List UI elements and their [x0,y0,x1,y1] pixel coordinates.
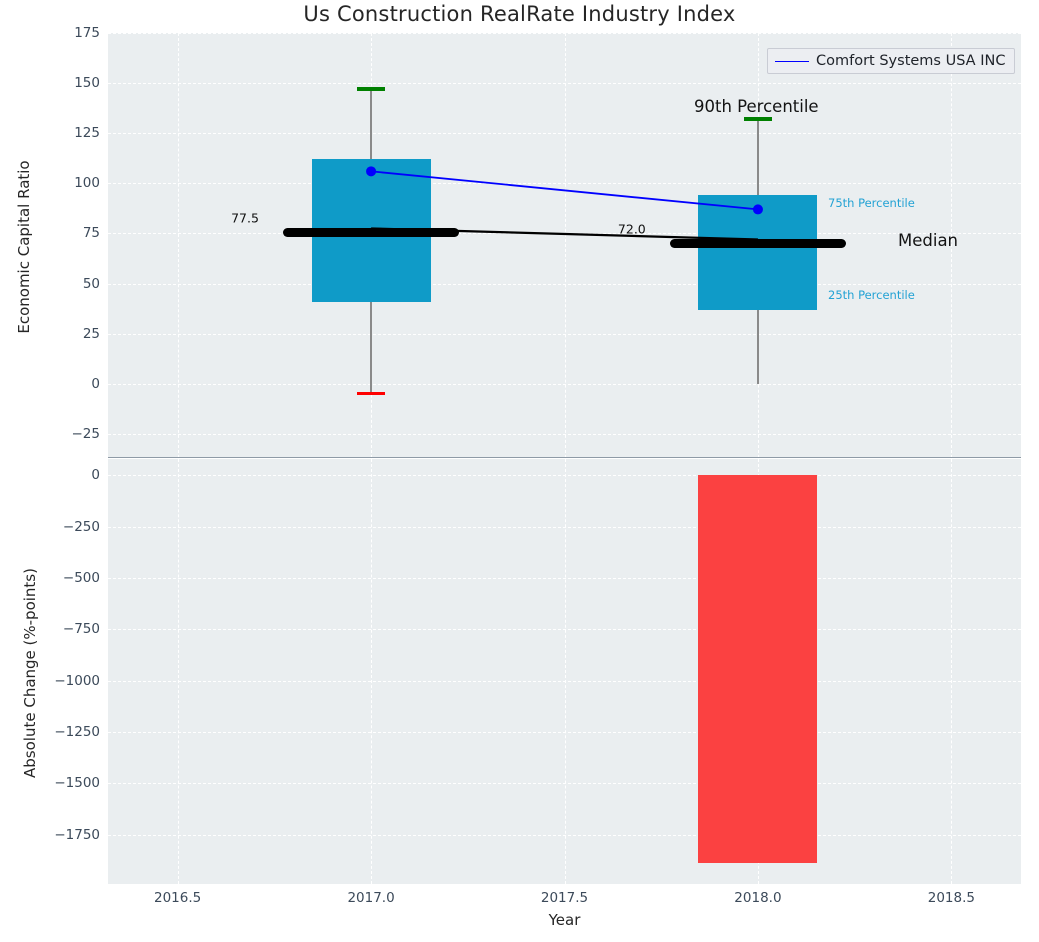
chart-annotation: Median [898,231,959,250]
series-marker [366,166,377,177]
upper-plot-panel [108,33,1021,458]
lower-plot-panel [108,459,1021,884]
upper-y-axis-label: Economic Capital Ratio [15,160,33,334]
y-axis-tick-label: −1750 [54,826,100,843]
gridline-vertical [564,33,566,458]
legend-label-0: Comfort Systems USA INC [816,52,1006,69]
median-line [283,228,460,238]
absolute-change-bar [698,475,818,863]
chart-title: Us Construction RealRate Industry Index [303,2,736,26]
x-axis-tick-label: 2018.0 [734,890,782,906]
y-axis-tick-label: −500 [62,570,100,587]
y-axis-tick-label: −1250 [54,724,100,741]
median-value-label: 72.0 [617,221,646,237]
company-series-line [366,166,763,215]
y-axis-tick-label: 125 [74,125,100,142]
y-axis-tick-label: −25 [71,425,101,442]
chart-annotation: 25th Percentile [828,288,915,302]
gridline-vertical [177,33,179,458]
y-axis-tick-label: −250 [62,518,100,535]
chart-annotation: 75th Percentile [828,196,915,210]
legend-line-icon [775,60,809,62]
x-axis-tick-label: 2017.5 [540,890,589,906]
median-value-label: 77.5 [231,210,259,226]
whisker-cap-p90 [743,117,772,121]
x-axis-label: Year [548,911,581,929]
y-axis-tick-label: 0 [91,375,100,392]
x-axis-tick-label: 2017.0 [347,890,395,906]
y-axis-tick-label: 175 [74,25,100,41]
median-trend-connector [371,227,758,241]
x-axis-tick-label: 2016.5 [154,890,202,906]
y-axis-tick-label: 150 [74,75,100,92]
whisker-cap-p10 [357,391,386,396]
box-interquartile-range [698,195,818,310]
gridline-vertical [371,459,373,884]
panel-divider [108,457,1021,458]
median-line [669,239,846,249]
whisker-cap-p90 [357,87,386,91]
y-axis-tick-label: −1500 [54,775,100,792]
chart-legend[interactable]: Comfort Systems USA INC [767,48,1016,74]
y-axis-tick-label: 100 [74,175,100,192]
gridline-vertical [177,459,179,884]
x-axis-tick-label: 2018.5 [927,890,975,906]
series-marker [752,204,763,215]
y-axis-tick-label: 75 [82,225,100,242]
chart-annotation: 90th Percentile [694,97,819,116]
gridline-vertical [564,459,566,884]
y-axis-tick-label: −1000 [54,672,100,689]
gridline-vertical [951,459,953,884]
gridline-vertical [951,33,953,458]
y-axis-tick-label: 0 [91,467,100,484]
y-axis-tick-label: 50 [82,275,100,292]
y-axis-tick-label: 25 [82,325,100,342]
y-axis-tick-label: −750 [62,621,100,638]
